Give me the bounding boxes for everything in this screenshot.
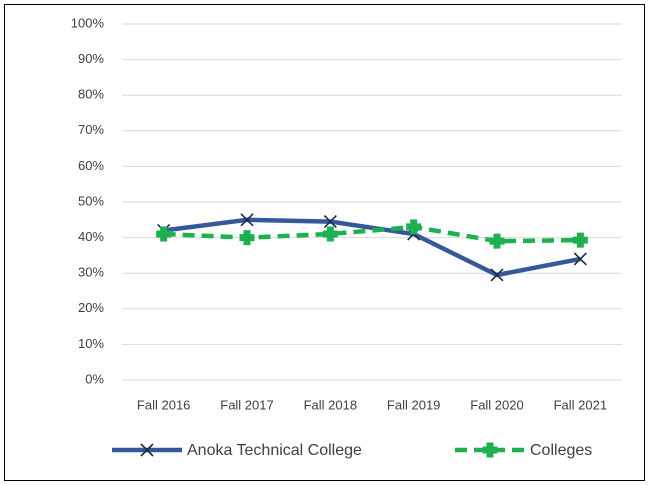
y-tick-label: 10% <box>78 336 104 351</box>
legend-marker <box>140 443 154 457</box>
y-tick-label: 100% <box>71 15 105 30</box>
legend-marker <box>482 442 498 458</box>
y-tick-label: 70% <box>78 122 104 137</box>
y-tick-label: 30% <box>78 265 104 280</box>
x-tick-label: Fall 2020 <box>470 397 523 412</box>
x-tick-label: Fall 2021 <box>554 397 607 412</box>
series-marker <box>240 213 254 227</box>
x-tick-label: Fall 2019 <box>387 397 440 412</box>
y-tick-label: 80% <box>78 87 104 102</box>
series-line <box>163 224 581 244</box>
x-tick-label: Fall 2016 <box>137 397 190 412</box>
series-marker <box>156 226 172 242</box>
series-marker <box>239 230 255 246</box>
series-marker <box>322 226 338 242</box>
y-tick-label: 90% <box>78 51 104 66</box>
y-tick-label: 40% <box>78 229 104 244</box>
x-tick-label: Fall 2018 <box>304 397 357 412</box>
x-tick-label: Fall 2017 <box>220 397 273 412</box>
chart-border <box>4 4 645 481</box>
y-tick-label: 0% <box>85 371 104 386</box>
legend-label: Colleges <box>530 442 592 459</box>
y-tick-label: 60% <box>78 158 104 173</box>
y-tick-label: 20% <box>78 300 104 315</box>
series-marker <box>489 233 505 249</box>
y-tick-label: 50% <box>78 193 104 208</box>
series-marker <box>323 215 337 229</box>
series-line <box>163 217 581 278</box>
series-marker <box>490 268 504 282</box>
series-marker <box>406 219 422 235</box>
series-marker <box>573 252 587 266</box>
series-marker <box>572 232 588 248</box>
legend-label: Anoka Technical College <box>187 442 362 459</box>
